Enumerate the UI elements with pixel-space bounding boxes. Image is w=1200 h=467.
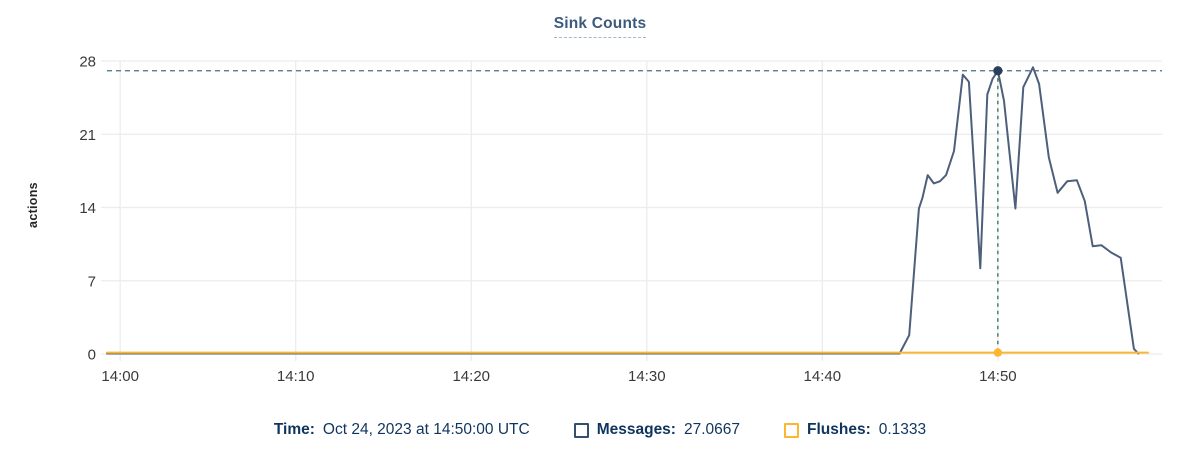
x-tick-label: 14:10: [277, 368, 315, 385]
legend-flushes[interactable]: Flushes: 0.1333: [784, 420, 926, 440]
y-tick-label: 28: [79, 54, 96, 71]
chart-canvas[interactable]: 14:00 14:10 14:20 14:30 14:40 14:50 0 7 14 21 28: [0, 0, 1200, 400]
messages-swatch-icon: [573, 422, 589, 438]
x-tick-label: 14:20: [452, 368, 490, 385]
messages-label: Messages:: [596, 421, 676, 438]
time-value: Oct 24, 2023 at 14:50:00 UTC: [322, 421, 530, 438]
flushes-swatch-icon: [784, 422, 799, 438]
y-tick-label: 14: [79, 200, 96, 217]
y-tick-label: 7: [88, 273, 96, 290]
x-tick-label: 14:50: [979, 368, 1017, 385]
chart-header: Sink Counts: [0, 15, 1200, 38]
chart-title[interactable]: Sink Counts: [553, 15, 647, 38]
x-tick-label: 14:30: [628, 368, 666, 385]
y-tick-label: 21: [79, 127, 96, 144]
flushes-label: Flushes:: [807, 421, 871, 438]
legend: Time: Oct 24, 2023 at 14:50:00 UTC Messa…: [0, 420, 1200, 440]
legend-messages[interactable]: Messages: 27.0667: [573, 420, 740, 440]
x-tick-label: 14:00: [101, 368, 139, 385]
messages-value: 27.0667: [683, 421, 740, 438]
x-tick-label: 14:40: [804, 368, 842, 385]
time-label: Time:: [273, 421, 315, 438]
legend-time: Time: Oct 24, 2023 at 14:50:00 UTC: [274, 420, 530, 440]
flushes-highlight-dot: [993, 348, 1003, 357]
messages-highlight-dot: [993, 66, 1003, 76]
messages-line: [106, 66, 1140, 355]
flushes-value: 0.1333: [878, 421, 927, 438]
y-tick-label: 0: [88, 347, 96, 364]
